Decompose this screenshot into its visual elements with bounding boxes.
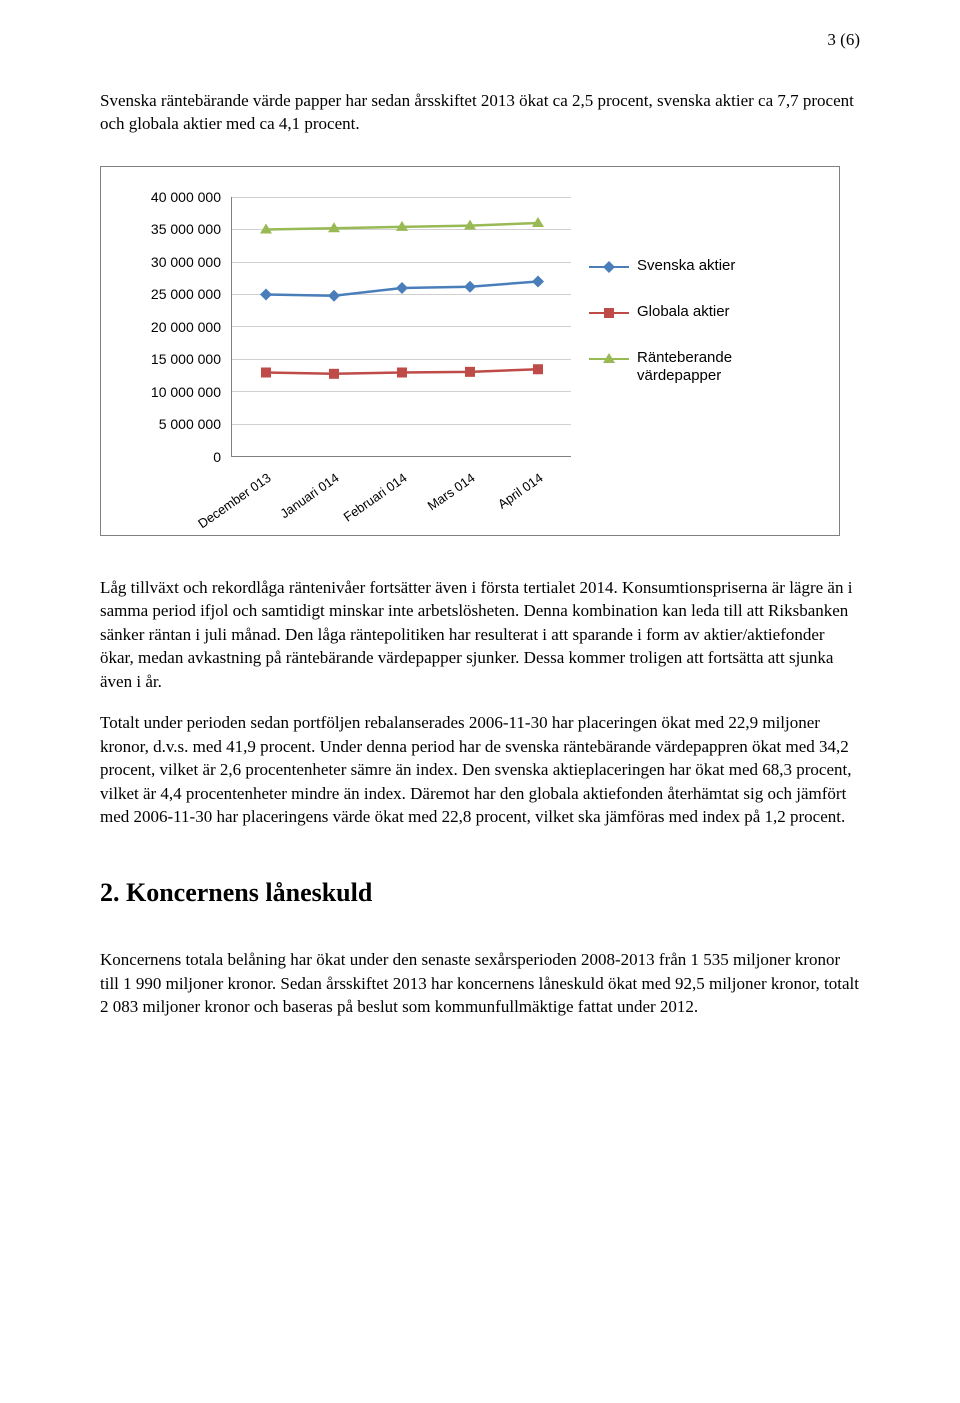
x-axis: December 013 Januari 014 Februari 014 Ma… [231, 462, 571, 522]
legend-label: Globala aktier [637, 303, 730, 321]
plot-area [231, 197, 571, 457]
y-axis: 0 5 000 000 10 000 000 15 000 000 20 000… [121, 197, 226, 457]
y-label: 0 [213, 449, 221, 465]
y-label: 10 000 000 [151, 384, 221, 400]
page-number: 3 (6) [827, 30, 860, 50]
body-paragraph-1: Låg tillväxt och rekordlåga räntenivåer … [100, 576, 860, 693]
legend-item: Ränteberande värdepapper [589, 349, 789, 385]
y-label: 40 000 000 [151, 189, 221, 205]
legend: Svenska aktier Globala aktier Ränteberan… [589, 257, 789, 413]
y-label: 15 000 000 [151, 351, 221, 367]
section-heading: 2. Koncernens låneskuld [100, 878, 860, 908]
intro-paragraph: Svenska räntebärande värde papper har se… [100, 90, 860, 136]
y-label: 20 000 000 [151, 319, 221, 335]
legend-label: Ränteberande värdepapper [637, 349, 789, 385]
y-label: 35 000 000 [151, 221, 221, 237]
legend-label: Svenska aktier [637, 257, 735, 275]
body-paragraph-3: Koncernens totala belåning har ökat unde… [100, 948, 860, 1018]
legend-item: Globala aktier [589, 303, 789, 321]
y-label: 30 000 000 [151, 254, 221, 270]
y-label: 5 000 000 [159, 416, 221, 432]
chart-svg [232, 197, 572, 457]
chart-container: 0 5 000 000 10 000 000 15 000 000 20 000… [100, 166, 840, 536]
body-paragraph-2: Totalt under perioden sedan portföljen r… [100, 711, 860, 828]
legend-item: Svenska aktier [589, 257, 789, 275]
y-label: 25 000 000 [151, 286, 221, 302]
